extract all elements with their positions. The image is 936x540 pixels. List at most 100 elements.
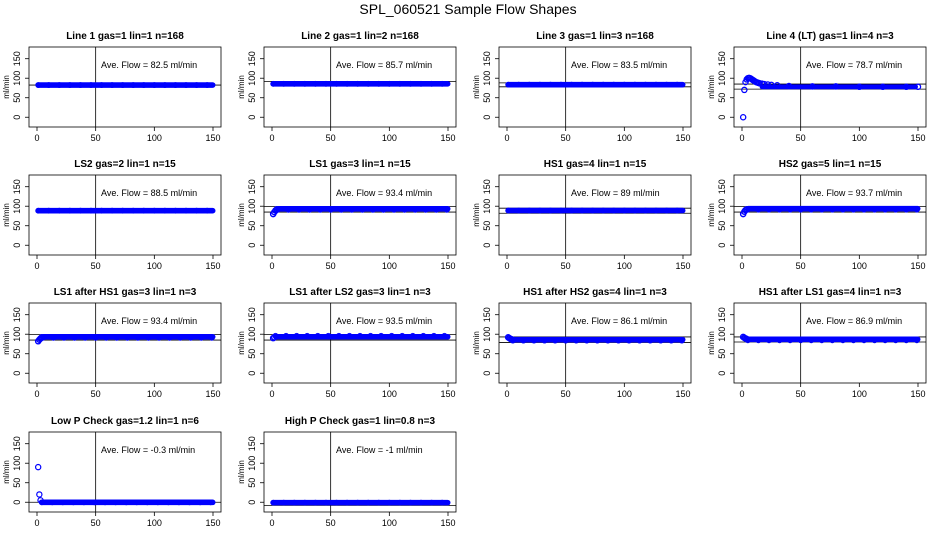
data-point	[56, 82, 63, 88]
x-tick-label: 50	[91, 389, 101, 399]
data-point	[433, 206, 440, 213]
y-tick-label: 50	[12, 93, 22, 103]
y-tick-label: 0	[12, 115, 22, 120]
data-point	[301, 499, 308, 506]
data-point	[354, 499, 361, 506]
y-axis-label: ml/min	[237, 331, 246, 355]
y-tick-label: 100	[717, 71, 727, 86]
panel-5: LS2 gas=2 lin=1 n=150 50 100 150050100150ml…	[2, 159, 222, 271]
plot-frame	[498, 174, 692, 256]
y-tick-label: 150	[717, 179, 727, 194]
data-point	[312, 499, 319, 506]
panel-8: HS2 gas=5 lin=1 n=150 50 100 150050100150ml…	[707, 159, 927, 271]
data-point	[818, 337, 825, 344]
panel-title: Low P Check gas=1.2 lin=1 n=6	[51, 416, 199, 427]
data-point	[871, 337, 878, 344]
x-tick-label: 150	[675, 389, 690, 399]
data-point	[333, 499, 340, 506]
data-point	[348, 206, 355, 213]
average-flow-annotation: Ave. Flow = 88.5 ml/min	[101, 188, 197, 198]
data-point	[443, 206, 450, 213]
data-point	[274, 206, 281, 213]
y-tick-label: 100	[12, 71, 22, 86]
data-point	[536, 81, 543, 88]
data-point	[515, 81, 522, 88]
panel-3: Line 3 gas=1 lin=3 n=168 0 50 100 150 0 50 100 1…	[472, 31, 692, 143]
y-tick-label: 50	[482, 349, 492, 359]
average-flow-annotation: Ave. Flow = 93.4 ml/min	[101, 316, 197, 326]
data-point	[156, 334, 162, 341]
y-tick-label: 0	[247, 115, 257, 120]
data-point	[81, 499, 87, 506]
plot-frame	[28, 431, 222, 513]
y-tick-label: 50	[717, 221, 727, 231]
average-flow-annotation: Ave. Flow = 82.5 ml/min	[101, 60, 197, 70]
y-tick-label: 50	[717, 349, 727, 359]
data-point	[135, 334, 141, 341]
x-tick-label: 50	[796, 133, 806, 143]
data-point	[380, 206, 387, 213]
data-point	[88, 82, 94, 88]
y-axis-label: ml/min	[2, 460, 11, 484]
data-point	[892, 337, 899, 344]
data-point	[207, 499, 214, 506]
data-point	[505, 81, 512, 88]
data-point	[187, 334, 194, 341]
x-tick-label: 100	[382, 133, 397, 143]
x-tick-label: 50	[561, 261, 571, 271]
x-tick-label: 150	[440, 518, 455, 528]
average-flow-annotation: Ave. Flow = 93.4 ml/min	[336, 188, 432, 198]
y-tick-label: 0	[247, 371, 257, 376]
y-tick-label: 100	[717, 327, 727, 342]
data-band	[35, 82, 216, 88]
x-tick-label: 100	[852, 261, 867, 271]
data-point	[412, 206, 419, 213]
data-point	[653, 81, 659, 88]
data-point	[204, 207, 211, 214]
data-band	[759, 84, 918, 90]
data-point	[536, 207, 543, 214]
data-point	[600, 81, 607, 88]
data-point	[871, 206, 878, 213]
average-flow-annotation: Ave. Flow = 86.9 ml/min	[806, 316, 902, 326]
y-axis-label: ml/min	[472, 203, 481, 227]
data-point	[88, 207, 94, 214]
y-tick-label: 0	[482, 243, 492, 248]
y-axis-label: ml/min	[237, 460, 246, 484]
data-point	[119, 82, 126, 88]
average-flow-annotation: Ave. Flow = 89 ml/min	[571, 188, 660, 198]
y-tick-label: 150	[12, 436, 22, 451]
y-axis-label: ml/min	[472, 331, 481, 355]
panel-title: HS2 gas=5 lin=1 n=15	[779, 159, 882, 170]
data-point	[407, 80, 414, 87]
data-point	[365, 80, 372, 87]
data-point	[161, 207, 168, 214]
data-point	[197, 499, 203, 506]
panel-4: Line 4 (LT) gas=1 lin=4 n=3 0 50 100 150 0 50 1…	[707, 31, 927, 143]
y-tick-label: 100	[482, 199, 492, 214]
x-tick-label: 100	[382, 261, 397, 271]
plot-frame	[263, 431, 457, 513]
data-point	[396, 80, 403, 87]
data-point	[558, 207, 564, 214]
data-point	[755, 337, 762, 344]
panel-13: Low P Check gas=1.2 lin=1 n=6 0 50 100 150 0 5…	[2, 416, 222, 528]
data-point	[370, 206, 376, 213]
data-point	[386, 80, 393, 87]
plot-frame	[28, 46, 222, 128]
x-tick-label: 0	[739, 389, 744, 399]
y-tick-label: 0	[12, 500, 22, 505]
data-point	[354, 80, 361, 87]
data-point	[579, 81, 585, 88]
data-point	[344, 499, 350, 506]
plot-frame	[733, 46, 927, 128]
data-point	[505, 207, 512, 214]
data-point	[583, 337, 590, 344]
x-tick-label: 0	[739, 261, 744, 271]
data-point	[59, 499, 66, 506]
y-tick-label: 0	[247, 243, 257, 248]
data-point	[653, 207, 659, 214]
data-point	[631, 207, 638, 214]
data-point	[82, 334, 89, 341]
panel-title: Line 1 gas=1 lin=1 n=168	[66, 31, 184, 42]
